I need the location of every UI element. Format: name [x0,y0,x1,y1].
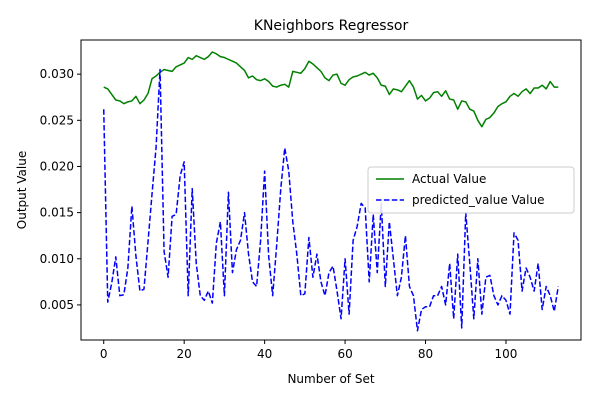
x-tick-label: 100 [495,347,518,361]
plot-area [80,39,582,341]
chart-title: KNeighbors Regressor [254,18,409,34]
x-axis: 0 20 40 60 80 100 [100,340,518,361]
x-tick-label: 40 [257,347,272,361]
y-tick-label: 0.010 [40,252,74,266]
y-tick-label: 0.005 [40,298,74,312]
series-line-actual [103,51,559,128]
x-tick-label: 80 [418,347,433,361]
x-tick-label: 60 [337,347,352,361]
legend-label: predicted_value Value [412,193,544,207]
y-tick-label: 0.025 [40,113,74,127]
y-tick-label: 0.020 [40,159,74,173]
series-line-predicted [102,68,560,332]
legend: Actual Value predicted_value Value [367,166,575,214]
legend-label: Actual Value [412,172,486,186]
y-axis: 0.005 0.010 0.015 0.020 0.025 0.030 [40,67,81,312]
x-tick-label: 0 [100,347,108,361]
legend-box [367,166,575,214]
y-axis-label: Output Value [15,151,29,229]
plot-frame [80,39,582,341]
y-tick-label: 0.030 [40,67,74,81]
x-axis-label: Number of Set [287,372,374,386]
x-tick-label: 20 [177,347,192,361]
y-tick-label: 0.015 [40,206,74,220]
